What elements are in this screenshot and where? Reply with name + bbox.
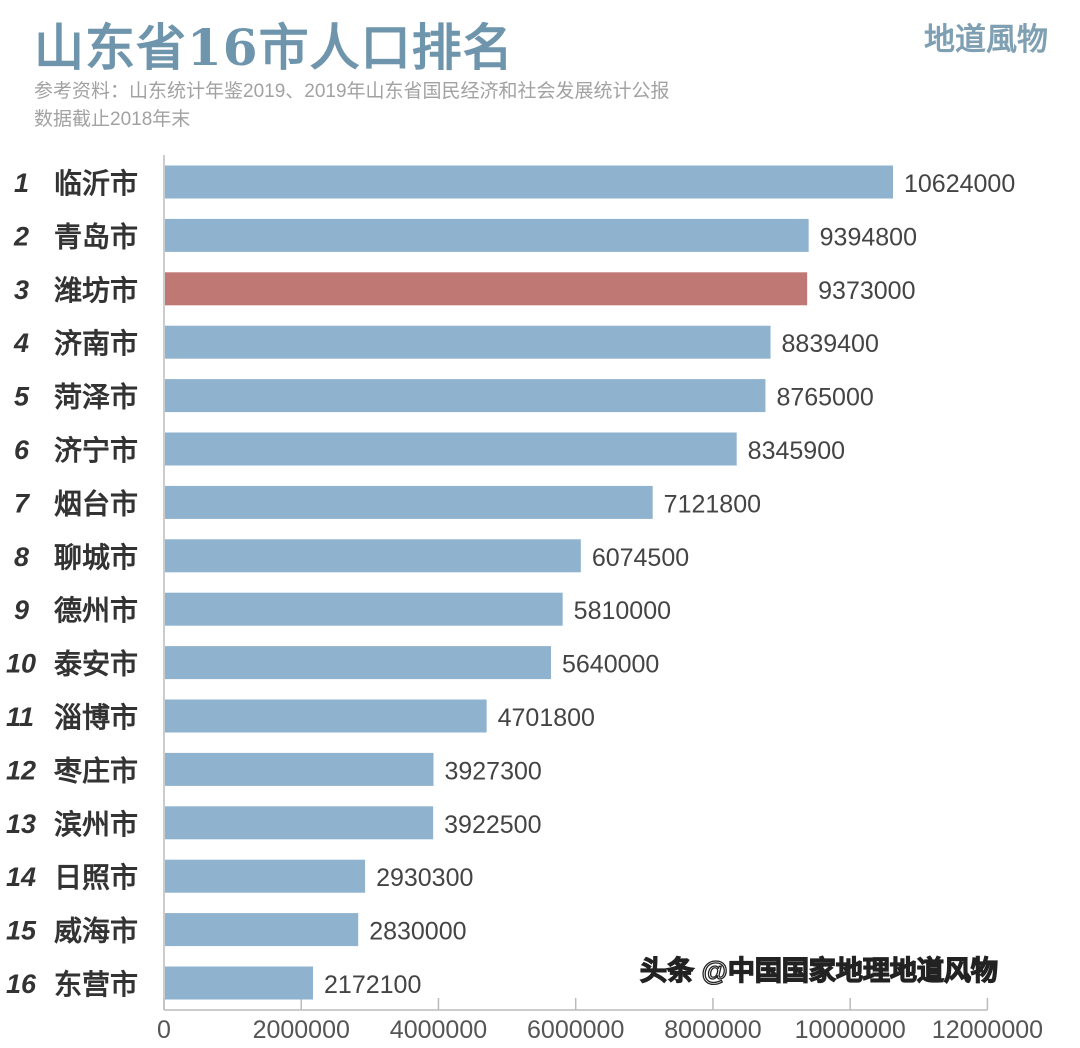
x-tick-label: 10000000: [795, 1016, 906, 1044]
rank-label: 1: [14, 168, 29, 198]
city-label: 德州市: [54, 594, 138, 627]
value-label: 6074500: [592, 544, 689, 572]
city-label: 烟台市: [54, 487, 138, 520]
value-label: 2930300: [376, 864, 473, 892]
rank-label: 3: [14, 275, 29, 305]
city-label: 聊城市: [54, 541, 138, 574]
city-label: 枣庄市: [53, 754, 138, 787]
city-label: 济宁市: [54, 434, 138, 467]
city-label: 济南市: [54, 327, 138, 360]
bar: [165, 325, 771, 359]
value-label: 5810000: [574, 597, 671, 625]
rank-label: 7: [14, 488, 31, 518]
value-label: 3922500: [444, 811, 541, 839]
value-label: 8345900: [748, 437, 845, 465]
city-label: 威海市: [54, 915, 138, 948]
value-label: 2830000: [369, 918, 466, 946]
bar: [165, 646, 552, 680]
rank-label: 5: [14, 382, 30, 412]
bar: [165, 539, 581, 573]
value-label: 3927300: [444, 757, 541, 785]
city-label: 滨州市: [54, 808, 138, 841]
bar: [165, 966, 314, 1000]
city-label: 日照市: [54, 861, 138, 894]
bar: [165, 859, 366, 893]
bar: [165, 379, 766, 413]
rank-label: 10: [6, 649, 36, 679]
city-label: 临沂市: [54, 167, 138, 200]
value-label: 4701800: [498, 704, 595, 732]
rank-label: 12: [6, 755, 36, 785]
bar: [165, 272, 808, 306]
x-tick-label: 0: [157, 1016, 171, 1044]
rank-label: 16: [6, 969, 37, 999]
rank-label: 15: [6, 916, 37, 946]
value-label: 9394800: [820, 223, 917, 251]
rank-label: 14: [6, 862, 36, 892]
chart-source-note: 参考资料：山东统计年鉴2019、2019年山东省国民经济和社会发展统计公报: [34, 81, 670, 102]
value-label: 5640000: [562, 651, 659, 679]
x-tick-label: 6000000: [527, 1016, 624, 1044]
chart-title: 山东省16市人口排名: [34, 18, 514, 77]
rank-label: 4: [13, 328, 29, 358]
city-label: 青岛市: [54, 220, 138, 253]
value-label: 7121800: [664, 490, 761, 518]
x-tick-label: 2000000: [253, 1016, 350, 1044]
city-label: 东营市: [54, 968, 138, 1001]
bar: [165, 752, 434, 786]
bar: [165, 485, 653, 519]
rank-label: 11: [6, 702, 34, 732]
brand-logo: 地道風物: [924, 22, 1048, 58]
value-label: 8765000: [776, 384, 873, 412]
value-label: 8839400: [782, 330, 879, 358]
city-label: 菏泽市: [54, 381, 138, 414]
bar: [165, 432, 737, 466]
x-tick-label: 4000000: [390, 1016, 487, 1044]
bar: [165, 165, 893, 199]
rank-label: 9: [14, 595, 29, 625]
city-label: 潍坊市: [54, 274, 138, 307]
city-label: 泰安市: [54, 648, 138, 681]
x-tick-label: 8000000: [664, 1016, 761, 1044]
bar: [165, 218, 809, 252]
rank-label: 6: [14, 435, 30, 465]
rank-label: 13: [6, 809, 36, 839]
x-tick-label: 12000000: [932, 1016, 1043, 1044]
city-label: 淄博市: [54, 701, 138, 734]
bar: [165, 592, 563, 626]
chart-date-note: 数据截止2018年末: [34, 109, 191, 130]
value-label: 10624000: [904, 170, 1015, 198]
rank-label: 2: [13, 221, 29, 251]
value-label: 9373000: [818, 277, 915, 305]
bar: [165, 806, 434, 840]
bar: [165, 913, 359, 947]
value-label: 2172100: [324, 971, 421, 999]
rank-label: 8: [14, 542, 29, 572]
watermark: 头条 @中国国家地理地道风物: [639, 955, 998, 986]
bar: [165, 699, 487, 733]
